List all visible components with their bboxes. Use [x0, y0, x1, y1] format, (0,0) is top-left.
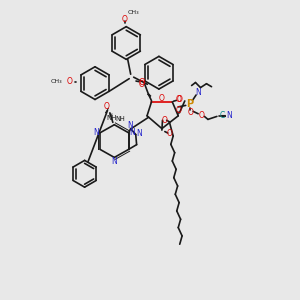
Text: O: O — [175, 106, 181, 115]
Text: C: C — [220, 111, 225, 120]
Text: O: O — [139, 80, 145, 88]
Text: N: N — [136, 130, 142, 139]
Text: NH: NH — [115, 116, 125, 122]
Text: O: O — [177, 95, 183, 104]
Text: O: O — [66, 77, 72, 86]
Text: O: O — [122, 15, 128, 24]
Text: CH₃: CH₃ — [128, 10, 140, 15]
Text: H: H — [108, 113, 112, 118]
Text: O: O — [104, 102, 110, 111]
Text: P: P — [187, 99, 194, 109]
Text: O: O — [139, 78, 145, 87]
Text: O: O — [187, 108, 193, 117]
Text: NH: NH — [107, 115, 117, 121]
Text: N: N — [129, 128, 135, 137]
Text: CH₃: CH₃ — [51, 79, 62, 84]
Text: O: O — [167, 129, 173, 138]
Text: O: O — [176, 95, 182, 104]
Text: O: O — [199, 111, 204, 120]
Text: N: N — [94, 128, 99, 137]
Text: O: O — [162, 116, 168, 125]
Text: N: N — [112, 158, 117, 166]
Text: O: O — [158, 94, 164, 103]
Text: N: N — [226, 111, 232, 120]
Text: N: N — [196, 88, 201, 97]
Text: N: N — [127, 121, 133, 130]
